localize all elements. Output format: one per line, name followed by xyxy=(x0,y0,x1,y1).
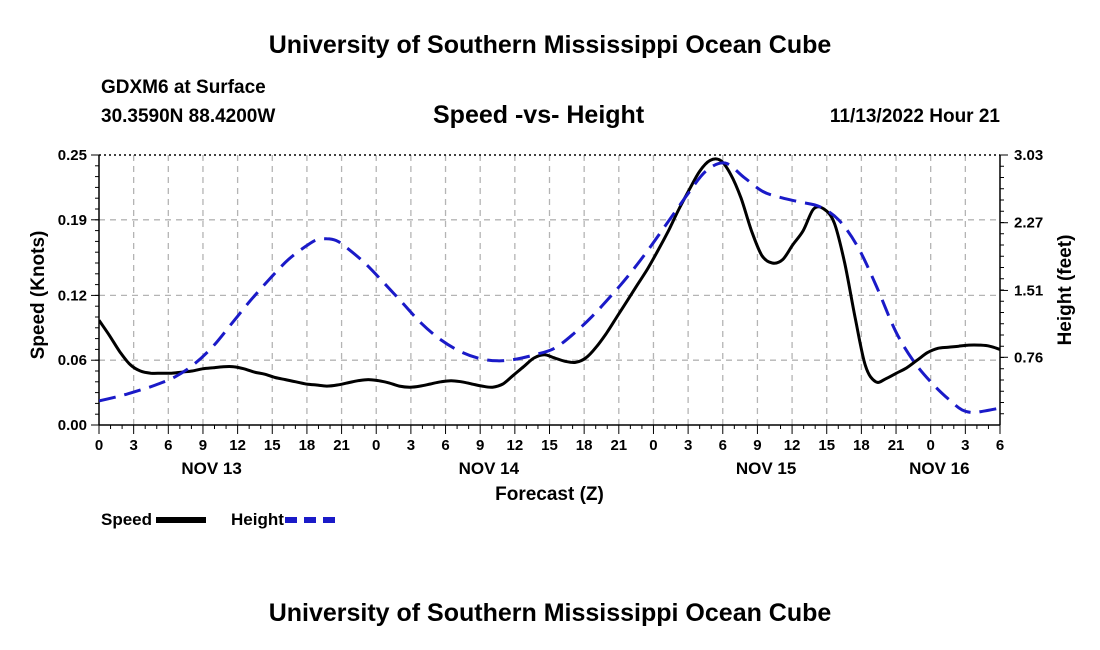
day-label: NOV 15 xyxy=(736,459,796,478)
x-tick-label: 0 xyxy=(649,437,657,454)
right-tick-label: 1.51 xyxy=(1014,282,1043,299)
left-tick-label: 0.12 xyxy=(58,287,87,304)
x-tick-label: 21 xyxy=(610,437,627,454)
legend-speed-label: Speed xyxy=(101,510,153,529)
x-tick-label: 12 xyxy=(784,437,801,454)
left-axis-label: Speed (Knots) xyxy=(28,231,49,360)
x-tick-label: 21 xyxy=(333,437,350,454)
x-tick-label: 9 xyxy=(753,437,761,454)
x-tick-label: 6 xyxy=(441,437,449,454)
x-tick-label: 3 xyxy=(407,437,415,454)
x-tick-label: 9 xyxy=(476,437,484,454)
x-tick-label: 15 xyxy=(264,437,281,454)
footer-title: University of Southern Mississippi Ocean… xyxy=(268,599,832,627)
legend-speed-swatch xyxy=(156,517,207,523)
left-tick-label: 0.06 xyxy=(58,352,87,369)
main-title: University of Southern Mississippi Ocean… xyxy=(268,31,832,59)
x-tick-label: 3 xyxy=(129,437,137,454)
legend-height-label: Height xyxy=(231,510,284,529)
x-tick-label: 0 xyxy=(95,437,103,454)
x-axis-label: Forecast (Z) xyxy=(495,484,604,505)
right-tick-label: 0.76 xyxy=(1014,349,1043,366)
day-label: NOV 16 xyxy=(909,459,969,478)
right-tick-label: 2.27 xyxy=(1014,215,1043,232)
day-label: NOV 14 xyxy=(459,459,520,478)
x-tick-label: 18 xyxy=(576,437,593,454)
x-tick-label: 18 xyxy=(299,437,316,454)
station-coordinates: 30.3590N 88.4200W xyxy=(101,106,276,127)
day-label: NOV 13 xyxy=(181,459,241,478)
x-tick-label: 3 xyxy=(961,437,969,454)
x-tick-label: 6 xyxy=(719,437,727,454)
x-tick-label: 21 xyxy=(888,437,905,454)
right-axis-label: Height (feet) xyxy=(1055,235,1076,346)
height-series-line xyxy=(99,161,1000,415)
left-tick-label: 0.25 xyxy=(58,147,87,164)
x-tick-label: 9 xyxy=(199,437,207,454)
x-tick-label: 3 xyxy=(684,437,692,454)
legend-speed: Speed xyxy=(101,509,207,531)
legend-height: Height xyxy=(231,509,335,531)
legend-height-swatch xyxy=(284,517,335,523)
x-tick-label: 12 xyxy=(229,437,246,454)
x-tick-label: 0 xyxy=(927,437,935,454)
x-tick-label: 15 xyxy=(818,437,835,454)
valid-time: 11/13/2022 Hour 21 xyxy=(829,106,1000,127)
speed-series-line xyxy=(99,157,1000,389)
x-tick-label: 12 xyxy=(507,437,524,454)
left-tick-label: 0.00 xyxy=(58,417,87,434)
station-name: GDXM6 at Surface xyxy=(101,77,266,98)
chart-title: Speed -vs- Height xyxy=(433,101,645,129)
right-tick-label: 3.03 xyxy=(1014,147,1043,164)
x-tick-label: 6 xyxy=(164,437,172,454)
x-tick-label: 6 xyxy=(996,437,1004,454)
left-tick-label: 0.19 xyxy=(58,212,87,229)
x-tick-label: 18 xyxy=(853,437,870,454)
x-tick-label: 0 xyxy=(372,437,380,454)
x-tick-label: 15 xyxy=(541,437,558,454)
